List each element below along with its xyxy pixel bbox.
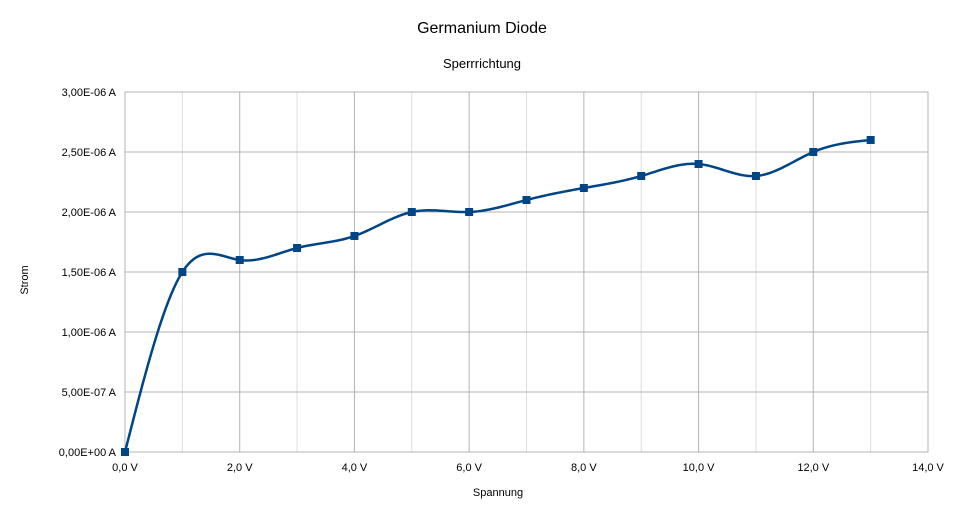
chart-title: Germanium Diode xyxy=(417,20,547,37)
x-tick-label: 4,0 V xyxy=(342,462,368,474)
x-tick-label: 6,0 V xyxy=(456,462,482,474)
series-line xyxy=(123,138,871,453)
x-tick-label: 2,0 V xyxy=(227,462,253,474)
data-point-marker xyxy=(350,232,359,240)
y-tick-label: 3,00E-06 A xyxy=(62,87,117,99)
tick-labels: 0,0 V 2,0 V 4,0 V 6,0 V 8,0 V 10,0 V 12,0 V 14,… xyxy=(59,87,945,474)
data-point-marker xyxy=(522,196,531,204)
x-tick-label: 10,0 V xyxy=(683,462,715,474)
data-point-marker xyxy=(121,448,129,456)
data-point-marker xyxy=(637,172,646,180)
y-axis-label: Strom xyxy=(19,265,31,294)
chart-subtitle: Sperrrichtung xyxy=(443,56,521,71)
data-point-marker xyxy=(694,160,703,168)
x-tick-label: 14,0 V xyxy=(912,462,944,474)
data-point-marker xyxy=(235,256,244,264)
data-point-marker xyxy=(178,268,187,276)
y-tick-label: 5,00E-07 A xyxy=(62,387,117,399)
x-tick-label: 0,0 V xyxy=(112,462,138,474)
data-point-marker xyxy=(407,208,416,216)
x-tick-label: 8,0 V xyxy=(571,462,597,474)
y-tick-label: 0,00E+00 A xyxy=(59,447,117,459)
y-tick-label: 2,00E-06 A xyxy=(62,207,117,219)
data-point-marker xyxy=(866,136,875,144)
data-point-marker xyxy=(751,172,760,180)
data-point-marker xyxy=(293,244,302,252)
plot-area xyxy=(124,91,929,453)
data-point-marker xyxy=(809,148,818,156)
y-tick-label: 1,50E-06 A xyxy=(62,267,117,279)
y-tick-label: 2,50E-06 A xyxy=(62,147,117,159)
data-point-marker xyxy=(579,184,588,192)
y-tick-label: 1,00E-06 A xyxy=(62,327,117,339)
x-axis-label: Spannung xyxy=(473,487,523,499)
x-tick-label: 12,0 V xyxy=(797,462,829,474)
data-point-marker xyxy=(465,208,474,216)
data-series xyxy=(121,136,875,456)
grid xyxy=(124,91,929,453)
